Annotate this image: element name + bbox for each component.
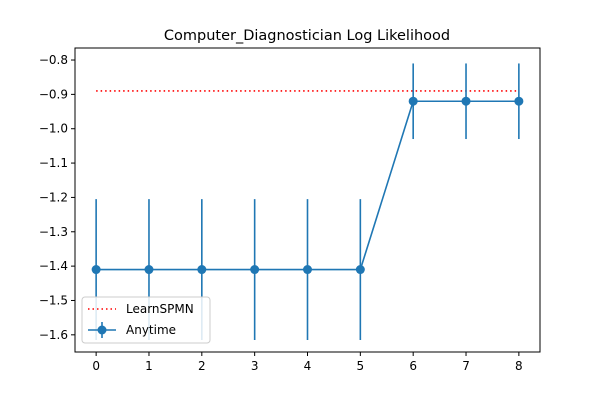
x-tick-label: 3	[251, 359, 259, 373]
legend-learnspmn-label: LearnSPMN	[126, 302, 194, 316]
x-tick-label: 8	[515, 359, 523, 373]
chart-title: Computer_Diagnostician Log Likelihood	[164, 28, 450, 44]
x-tick-label: 1	[145, 359, 153, 373]
y-tick-label: −1.3	[39, 225, 68, 239]
anytime-point	[408, 96, 418, 106]
anytime-point	[250, 265, 260, 275]
anytime-point	[91, 265, 101, 275]
y-axis: −1.6 −1.5 −1.4 −1.3 −1.2 −1.1 −1.0 −0.9 −0.8	[39, 53, 75, 342]
y-tick-label: −1.5	[39, 293, 68, 307]
legend-anytime-marker	[97, 325, 107, 335]
y-tick-label: −0.8	[39, 53, 68, 67]
x-tick-label: 4	[304, 359, 312, 373]
legend-box	[81, 296, 211, 344]
axes-frame	[74, 47, 541, 353]
x-tick-label: 2	[198, 359, 206, 373]
y-tick-label: −1.1	[39, 156, 68, 170]
y-tick-label: −1.6	[39, 328, 68, 342]
anytime-point	[197, 265, 207, 275]
y-tick-label: −1.2	[39, 190, 68, 204]
anytime-point	[303, 265, 312, 275]
x-tick-label: 5	[357, 359, 365, 373]
x-axis: 0 1 2 3 4 5 6 7 8	[92, 352, 523, 373]
y-tick-label: −1.0	[39, 122, 68, 136]
y-tick-label: −1.4	[39, 259, 68, 273]
y-tick-label: −0.9	[39, 87, 68, 101]
x-tick-label: 0	[92, 359, 100, 373]
plot-area	[91, 63, 524, 340]
legend: LearnSPMN Anytime	[81, 296, 211, 344]
anytime-point	[514, 96, 524, 106]
anytime-point	[355, 265, 365, 275]
anytime-point	[144, 265, 154, 275]
x-tick-label: 6	[409, 359, 417, 373]
legend-anytime-label: Anytime	[126, 323, 176, 337]
x-tick-label: 7	[462, 359, 470, 373]
anytime-point	[461, 96, 471, 106]
